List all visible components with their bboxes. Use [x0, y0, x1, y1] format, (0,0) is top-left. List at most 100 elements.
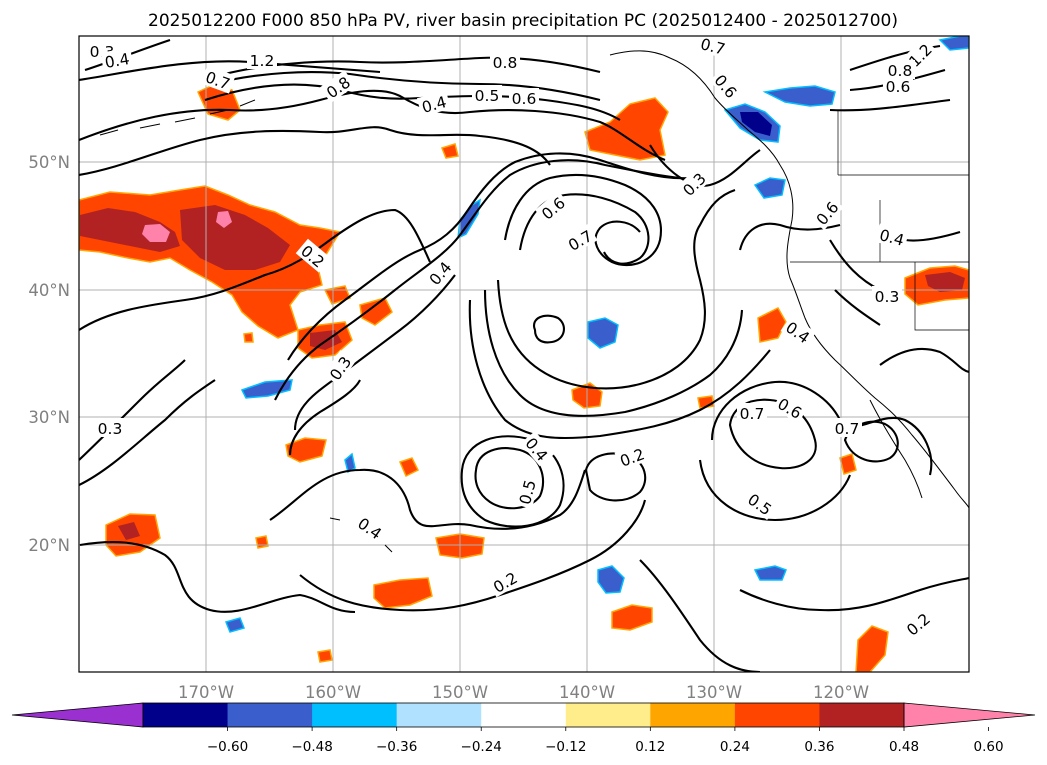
contour-label: 0.8	[885, 60, 915, 80]
colorbar-tick-label: −0.36	[376, 739, 417, 755]
contour-label-text: 0.4	[420, 93, 448, 117]
longitude-label: 160°W	[305, 683, 361, 702]
contour-label-text: 0.7	[740, 405, 765, 423]
colorbar-segment	[734, 703, 820, 727]
contour-label-background	[323, 349, 356, 386]
negative-anomaly-region	[587, 317, 619, 349]
negative-anomaly-region	[938, 36, 969, 51]
contour-label-text: 0.7	[699, 35, 727, 59]
contour-label: 0.4	[416, 90, 451, 117]
contour-label-background	[422, 255, 457, 291]
latitude-label: 30°N	[28, 408, 70, 427]
pv-contour	[532, 314, 565, 344]
contour-label-background	[900, 606, 936, 641]
contour-label-text: 0.7	[835, 420, 860, 438]
pv-contour	[904, 230, 961, 242]
contour-label-background	[513, 474, 540, 509]
contour-label: 0.7	[832, 418, 862, 438]
negative-anomaly-region	[597, 565, 625, 594]
positive-anomaly-region	[839, 453, 857, 475]
colorbar-tick-label: −0.60	[207, 739, 248, 755]
contour-label-background	[832, 418, 862, 437]
longitude-tick-labels: 170°W 160°W 150°W 140°W 130°W 120°W	[178, 683, 869, 702]
contour-label: 0.8	[490, 52, 520, 72]
negative-anomaly-region	[762, 85, 836, 107]
strong-negative-region	[740, 112, 772, 136]
contour-label-background	[95, 418, 125, 437]
pv-contour	[739, 576, 969, 612]
contour-label-background	[472, 85, 502, 104]
map-frame	[78, 35, 970, 673]
pv-contour	[269, 468, 586, 530]
colorbar-tick-label: −0.48	[291, 739, 332, 755]
pv-contour	[879, 347, 969, 374]
colorbar-tick-label: 0.12	[635, 739, 665, 755]
contour-label-background	[295, 238, 331, 273]
negative-anomaly-region	[753, 177, 786, 199]
contour-label-background	[509, 88, 539, 107]
contour-label-background	[676, 166, 711, 201]
contour-label-text: 0.6	[512, 90, 537, 108]
positive-anomaly-region	[584, 97, 669, 161]
contour-label: 0.3	[872, 286, 902, 306]
contour-label-background	[562, 223, 598, 256]
pv-contour	[293, 274, 456, 431]
contour-labels: 0.30.4 1.20.7 0.80.80.4 0.5 0.60.70.61.20.80…	[87, 35, 937, 641]
contour-label-background	[100, 47, 134, 72]
contour-label-background	[319, 70, 356, 103]
extreme-positive-region	[142, 224, 170, 242]
contour-label-background	[742, 487, 779, 520]
pv-contour	[639, 559, 761, 672]
contour-label-background	[872, 286, 902, 305]
contour-label-background	[809, 195, 844, 231]
positive-anomaly-region	[855, 625, 889, 672]
positive-anomaly-region	[373, 577, 433, 609]
aleutian-islands	[99, 99, 256, 136]
pv-contour	[79, 89, 666, 161]
contour-label-background	[614, 442, 650, 471]
positive-anomaly-region	[611, 604, 653, 631]
contour-label-background	[875, 223, 910, 250]
longitude-label: 170°W	[178, 683, 234, 702]
negative-anomaly-region	[224, 617, 246, 633]
colorbar-tick-label: 0.24	[720, 739, 750, 755]
longitude-label: 130°W	[686, 683, 742, 702]
contour-label-background	[885, 60, 915, 79]
contour-label-text: 0.8	[493, 54, 518, 72]
pv-contour	[496, 189, 736, 390]
pv-contour	[728, 398, 817, 470]
colorbar-tick-label: 0.36	[804, 739, 834, 755]
pv-contour	[79, 208, 431, 331]
longitude-label: 150°W	[432, 683, 488, 702]
positive-anomaly-region	[255, 535, 269, 549]
contour-label: 0.7	[696, 35, 731, 59]
contour-label-background	[883, 76, 913, 95]
pv-contour	[79, 379, 216, 486]
map-area: 0.30.4 1.20.7 0.80.80.4 0.5 0.60.70.61.20.80…	[78, 35, 970, 673]
pv-contour	[287, 152, 691, 361]
colorbar-outline	[142, 702, 905, 728]
figure-title: 2025012200 F000 850 hPa PV, river basin …	[148, 11, 898, 31]
pv-contour	[224, 56, 601, 76]
negative-anomaly-region	[240, 379, 293, 399]
pv-contour	[468, 299, 771, 440]
latitude-label: 40°N	[28, 281, 70, 300]
pv-contour	[649, 144, 761, 187]
longitude-label: 120°W	[813, 683, 869, 702]
strong-positive-region	[118, 522, 140, 540]
contour-label-background	[535, 190, 571, 225]
contour-label-background	[737, 403, 767, 422]
pv-contour	[79, 540, 356, 614]
contour-label-background	[780, 315, 817, 348]
positive-anomaly-region	[317, 649, 333, 663]
colorbar-segment	[227, 703, 313, 727]
colorbar-extend-high	[903, 702, 1036, 728]
colorbar-segment	[819, 703, 905, 727]
contour-label-background	[520, 431, 555, 467]
contour-label-text: 0.5	[475, 87, 500, 105]
contour-label-text: 0.3	[98, 420, 123, 438]
contour-label-background	[416, 90, 451, 117]
pv-contour	[834, 289, 881, 326]
negative-anomaly-region	[753, 565, 787, 581]
colorbar-segment	[143, 703, 229, 727]
